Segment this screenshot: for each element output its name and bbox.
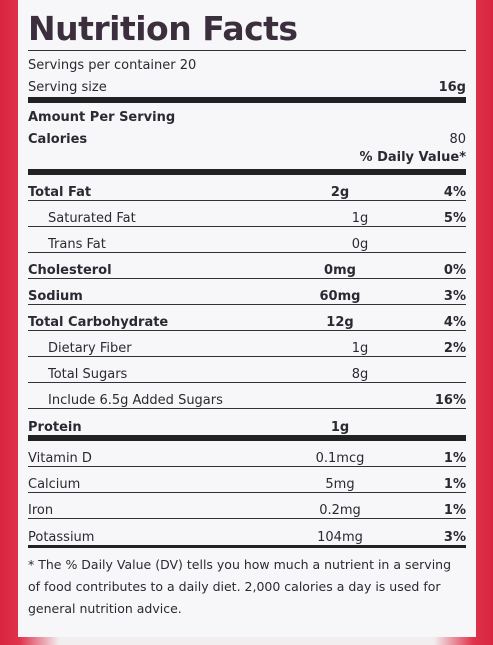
nutrient-name: Potassium bbox=[28, 530, 95, 545]
nutrient-amount: 0.1mcg bbox=[315, 451, 365, 466]
footnote: * The % Daily Value (DV) tells you how m… bbox=[28, 557, 452, 616]
amount-per-serving: Amount Per Serving bbox=[28, 110, 176, 125]
nutrient-amount: 1g bbox=[351, 211, 369, 226]
nutrient-amount: 1g bbox=[330, 420, 350, 435]
nutrient-row: Protein 1g bbox=[28, 409, 466, 435]
nutrient-daily-value: 0% bbox=[443, 263, 466, 278]
calories-row: Calories 80 bbox=[28, 125, 466, 147]
nutrient-row: Total Fat 2g 4% bbox=[28, 175, 466, 201]
nutrient-amount: 104mg bbox=[317, 530, 363, 545]
vitamin-list: Vitamin D 0.1mcg 1% Calcium 5mg 1% Iron 0.2mg 1%… bbox=[28, 441, 466, 545]
nutrient-name: Total Fat bbox=[28, 185, 92, 200]
nutrient-name: Saturated Fat bbox=[48, 211, 136, 226]
nutrient-row: Vitamin D 0.1mcg 1% bbox=[28, 441, 466, 467]
nutrient-name: Dietary Fiber bbox=[48, 341, 132, 356]
nutrient-row: Sodium 60mg 3% bbox=[28, 279, 466, 305]
calories-label: Calories bbox=[28, 132, 88, 147]
nutrient-row: Trans Fat 0g bbox=[28, 227, 466, 253]
nutrient-daily-value: 1% bbox=[443, 503, 466, 518]
nutrient-row: Iron 0.2mg 1% bbox=[28, 493, 466, 519]
serving-size-row: Serving size 16g bbox=[28, 73, 466, 95]
divider-thick bbox=[28, 97, 466, 103]
nutrient-name: Calcium bbox=[28, 477, 81, 492]
nutrient-daily-value: 1% bbox=[443, 477, 466, 492]
daily-value-header: % Daily Value* bbox=[359, 150, 466, 165]
nutrient-daily-value: 4% bbox=[443, 315, 466, 330]
nutrient-row: Cholesterol 0mg 0% bbox=[28, 253, 466, 279]
nutrient-daily-value: 3% bbox=[443, 530, 466, 545]
nutrient-amount: 5mg bbox=[325, 477, 355, 492]
nutrient-name: Total Sugars bbox=[48, 367, 128, 382]
nutrient-amount: 0.2mg bbox=[319, 503, 361, 518]
nutrient-daily-value: 16% bbox=[434, 393, 466, 408]
divider-medium bbox=[28, 545, 466, 548]
nutrient-name: Protein bbox=[28, 420, 82, 435]
nutrient-amount: 1g bbox=[351, 341, 369, 356]
nutrient-daily-value: 4% bbox=[443, 185, 466, 200]
nutrient-amount: 0mg bbox=[324, 263, 356, 278]
calories-value: 80 bbox=[449, 132, 466, 147]
nutrient-name: Iron bbox=[28, 503, 54, 518]
nutrient-amount: 2g bbox=[330, 185, 350, 200]
nutrient-name: Total Carbohydrate bbox=[28, 315, 169, 330]
serving-size-label: Serving size bbox=[28, 80, 107, 95]
nutrient-amount: 60mg bbox=[319, 289, 361, 304]
nutrition-label: Nutrition Facts Servings per container 2… bbox=[18, 0, 476, 637]
nutrient-daily-value: 5% bbox=[443, 211, 466, 226]
nutrient-row: Dietary Fiber 1g 2% bbox=[28, 331, 466, 357]
nutrient-row: Potassium 104mg 3% bbox=[28, 519, 466, 545]
nutrient-row: Total Carbohydrate 12g 4% bbox=[28, 305, 466, 331]
serving-size-value: 16g bbox=[438, 80, 466, 95]
divider-thick bbox=[28, 169, 466, 175]
nutrient-row: Calcium 5mg 1% bbox=[28, 467, 466, 493]
servings-per-container: Servings per container 20 bbox=[28, 58, 197, 73]
nutrient-amount: 8g bbox=[351, 367, 369, 382]
nutrient-name: Cholesterol bbox=[28, 263, 112, 278]
nutrient-name: Trans Fat bbox=[48, 237, 106, 252]
nutrient-daily-value: 3% bbox=[443, 289, 466, 304]
nutrient-row: Saturated Fat 1g 5% bbox=[28, 201, 466, 227]
nutrient-amount: 0g bbox=[351, 237, 369, 252]
nutrient-daily-value: 2% bbox=[443, 341, 466, 356]
nutrient-list: Total Fat 2g 4% Saturated Fat 1g 5% Trans Fat 0… bbox=[28, 175, 466, 435]
nutrient-amount: 12g bbox=[326, 315, 354, 330]
nutrient-name: Sodium bbox=[28, 289, 83, 304]
nutrient-name: Vitamin D bbox=[28, 451, 92, 466]
nutrient-daily-value: 1% bbox=[443, 451, 466, 466]
divider-thick bbox=[28, 435, 466, 441]
nutrient-row: Total Sugars 8g bbox=[28, 357, 466, 383]
nutrient-row: Include 6.5g Added Sugars 16% bbox=[28, 383, 466, 409]
nutrient-name: Include 6.5g Added Sugars bbox=[48, 393, 223, 408]
label-title: Nutrition Facts bbox=[28, 9, 298, 48]
divider bbox=[28, 50, 466, 51]
